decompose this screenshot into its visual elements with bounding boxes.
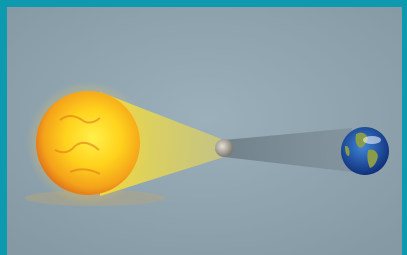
eclipse-illustration <box>0 0 407 255</box>
page: {} html, body { margin: 0; padding: 0; w… <box>0 0 407 255</box>
body <box>0 0 407 255</box>
earth-clouds <box>363 136 381 144</box>
moon <box>215 139 233 157</box>
